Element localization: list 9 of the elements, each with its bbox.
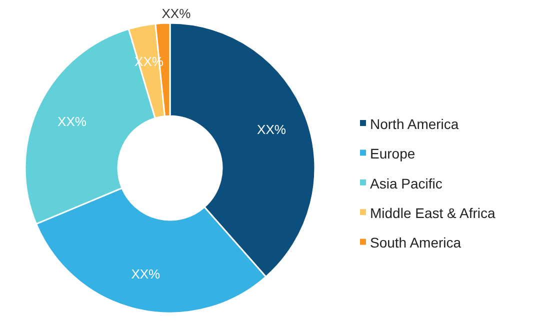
legend-label: Middle East & Africa [370,205,496,221]
data-label: XX% [257,122,286,138]
legend-label: North America [370,116,459,132]
data-label: XX% [162,6,192,21]
legend-label: Asia Pacific [370,175,442,192]
legend-label: South America [370,234,462,251]
data-label: XX% [131,266,161,282]
data-label: XX% [58,114,87,130]
legend-label: Europe [370,146,416,162]
